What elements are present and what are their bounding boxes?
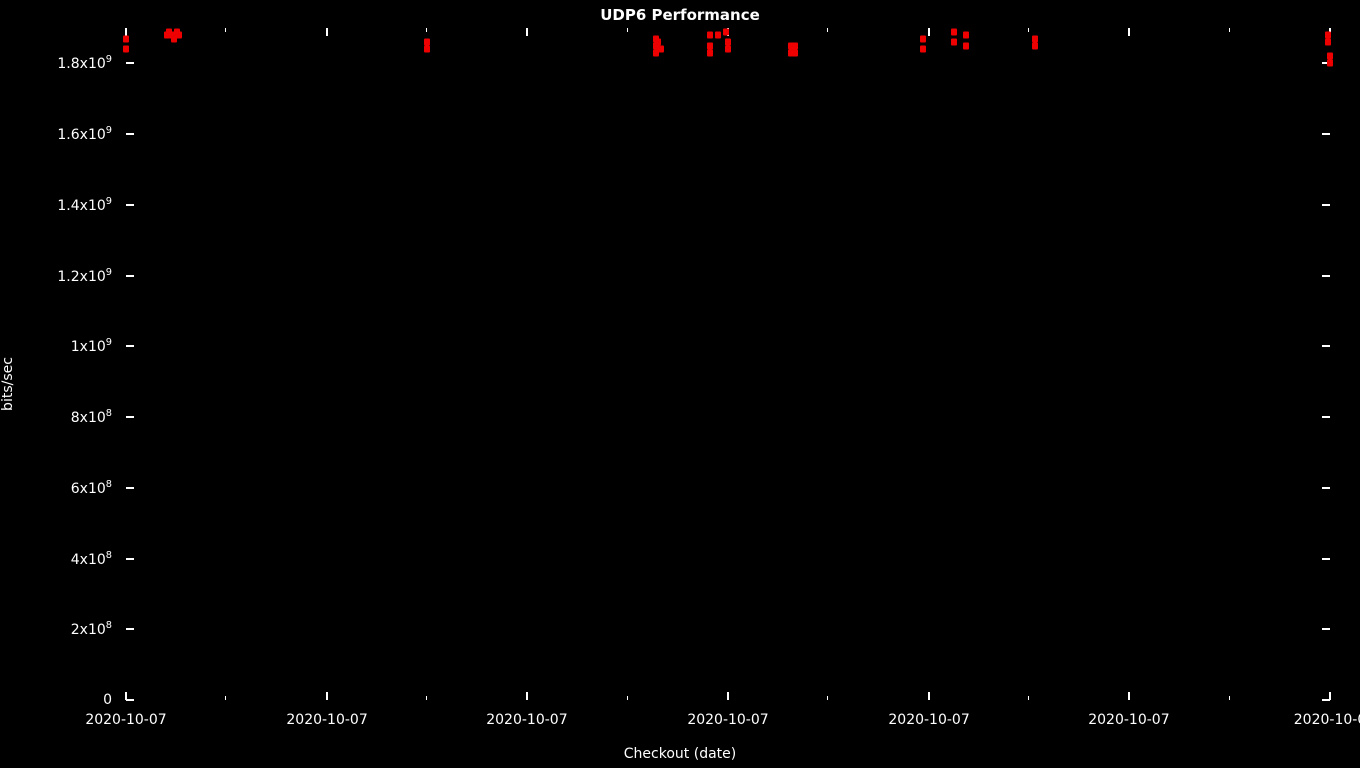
x-tick [928, 692, 930, 700]
y-tick [1322, 275, 1330, 277]
x-minor-tick [426, 28, 427, 32]
data-point [963, 32, 969, 39]
y-tick-label: 1x109 [71, 337, 126, 355]
data-point [424, 46, 430, 53]
x-minor-tick [827, 696, 828, 700]
data-point [1325, 39, 1331, 46]
y-tick [1322, 345, 1330, 347]
x-tick-label: 2020-10-0 [1294, 700, 1360, 728]
y-tick [126, 62, 134, 64]
data-point [951, 39, 957, 46]
y-tick [1322, 416, 1330, 418]
x-minor-tick [426, 696, 427, 700]
y-tick [126, 133, 134, 135]
y-tick-label: 2x108 [71, 620, 126, 638]
x-minor-tick [225, 696, 226, 700]
chart-container: UDP6 Performance bits/sec 02x1084x1086x1… [0, 0, 1360, 768]
x-tick [125, 692, 127, 700]
x-minor-tick [827, 28, 828, 32]
x-tick-label: 2020-10-07 [1088, 700, 1169, 728]
data-point [123, 35, 129, 42]
x-tick [727, 692, 729, 700]
x-minor-tick [225, 28, 226, 32]
y-tick-label: 8x108 [71, 408, 126, 426]
data-point [655, 39, 661, 46]
y-tick [1322, 204, 1330, 206]
x-tick [1329, 692, 1331, 700]
y-tick [126, 628, 134, 630]
x-tick [326, 28, 328, 36]
y-tick [1322, 133, 1330, 135]
data-point [1032, 42, 1038, 49]
data-point [725, 46, 731, 53]
y-tick-label: 1.6x109 [57, 125, 126, 143]
data-point [792, 49, 798, 56]
y-tick-label: 1.8x109 [57, 55, 126, 73]
data-point [715, 32, 721, 39]
y-tick [126, 204, 134, 206]
x-minor-tick [627, 696, 628, 700]
data-point [707, 42, 713, 49]
x-tick [1128, 692, 1130, 700]
y-tick [1322, 487, 1330, 489]
y-tick [126, 345, 134, 347]
data-point [963, 42, 969, 49]
data-point [951, 28, 957, 35]
x-tick [326, 692, 328, 700]
y-tick [126, 558, 134, 560]
y-tick [126, 275, 134, 277]
y-tick-label: 1.2x109 [57, 267, 126, 285]
data-point [920, 46, 926, 53]
data-point [723, 28, 729, 35]
y-axis-label: bits/sec [0, 357, 16, 411]
data-point [176, 32, 182, 39]
data-point [707, 49, 713, 56]
x-tick-label: 2020-10-07 [85, 700, 166, 728]
data-point [707, 32, 713, 39]
data-point [1325, 32, 1331, 39]
data-point [1327, 53, 1333, 60]
y-tick-label: 4x108 [71, 550, 126, 568]
y-tick [126, 416, 134, 418]
data-point [1032, 35, 1038, 42]
x-tick-label: 2020-10-07 [486, 700, 567, 728]
x-tick-label: 2020-10-07 [286, 700, 367, 728]
x-tick [526, 692, 528, 700]
data-point [725, 39, 731, 46]
data-point [658, 46, 664, 53]
x-tick [526, 28, 528, 36]
x-tick-label: 2020-10-07 [687, 700, 768, 728]
data-point [920, 35, 926, 42]
y-tick-label: 1.4x109 [57, 196, 126, 214]
chart-title: UDP6 Performance [0, 6, 1360, 24]
data-point [123, 46, 129, 53]
data-point [424, 39, 430, 46]
data-point [792, 42, 798, 49]
plot-area: 02x1084x1086x1088x1081x1091.2x1091.4x109… [126, 28, 1330, 700]
x-tick [1128, 28, 1130, 36]
y-tick [1322, 628, 1330, 630]
y-tick [1322, 558, 1330, 560]
y-tick-label: 6x108 [71, 479, 126, 497]
x-tick [928, 28, 930, 36]
y-tick [126, 487, 134, 489]
x-minor-tick [1028, 696, 1029, 700]
x-tick-label: 2020-10-07 [888, 700, 969, 728]
data-point [1327, 60, 1333, 67]
x-minor-tick [1229, 696, 1230, 700]
x-axis-label: Checkout (date) [0, 746, 1360, 762]
x-minor-tick [1028, 28, 1029, 32]
x-minor-tick [627, 28, 628, 32]
x-minor-tick [1229, 28, 1230, 32]
